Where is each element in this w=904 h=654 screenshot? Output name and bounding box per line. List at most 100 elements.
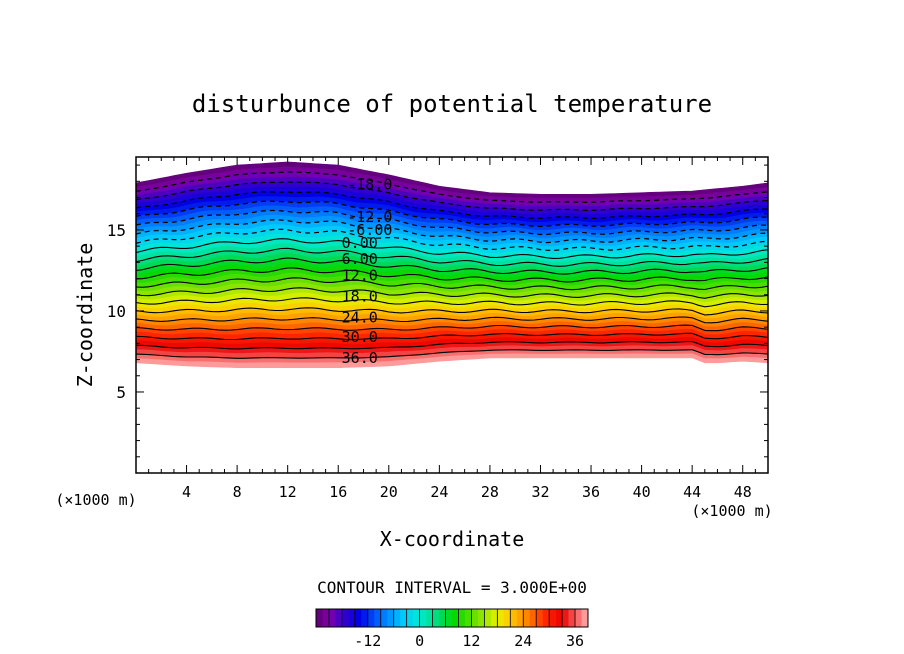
x-tick-label: 20 <box>380 483 398 501</box>
colorbar-segment <box>555 609 563 627</box>
contour-line <box>136 257 768 275</box>
colorbar-segment <box>471 609 479 627</box>
colorbar-segment <box>497 609 505 627</box>
contour-line <box>136 287 768 299</box>
contour-line <box>136 238 768 259</box>
colorbar-tick-label: 0 <box>415 632 424 650</box>
y-axis-label: Z-coordinate <box>73 243 97 388</box>
contour-line <box>136 297 768 308</box>
colorbar-segment <box>536 609 543 627</box>
x-axis-label: X-coordinate <box>380 527 525 551</box>
colorbar-tick-label: 12 <box>462 632 480 650</box>
colorbar-segment <box>393 609 401 627</box>
colorbar-segment <box>516 609 524 627</box>
colorbar-segment <box>374 609 382 627</box>
colorbar <box>315 608 589 628</box>
contour-label: 30.0 <box>342 328 378 346</box>
chart-title: disturbunce of potential temperature <box>192 90 712 118</box>
x-tick-label: 4 <box>182 483 191 501</box>
contour-label: 0.00 <box>342 234 378 252</box>
colorbar-segment <box>445 609 453 627</box>
colorbar-segment <box>335 609 343 627</box>
contour-line <box>136 267 768 283</box>
contour-label: -6.00 <box>347 221 392 239</box>
colorbar-segment <box>426 609 433 627</box>
colorbar-segment <box>568 609 576 627</box>
colorbar-segment <box>523 609 531 627</box>
contour-label: 12.0 <box>342 266 378 284</box>
colorbar-segment <box>529 609 537 627</box>
x-tick-labels: 4 8 12 16 20 24 28 32 36 40 44 48 <box>182 483 752 501</box>
colorbar-segment <box>510 609 518 627</box>
colorbar-segment <box>432 609 440 627</box>
axis-ticks <box>136 157 768 473</box>
colorbar-segment <box>549 609 556 627</box>
contour-line <box>136 209 768 236</box>
colorbar-segment <box>477 609 485 627</box>
colorbar-tick-label: -12 <box>354 632 381 650</box>
x-tick-label: 48 <box>734 483 752 501</box>
y-tick-labels: 5 10 15 <box>107 221 126 402</box>
contour-label: 6.00 <box>342 250 378 268</box>
colorbar-segment <box>328 609 336 627</box>
colorbar-segment <box>400 609 407 627</box>
y-unit-label: (×1000 m) <box>55 491 136 509</box>
contour-label: -12.0 <box>347 208 392 226</box>
colorbar-segment <box>458 609 466 627</box>
contour-label: -18.0 <box>347 176 392 194</box>
x-tick-label: 16 <box>329 483 347 501</box>
colorbar-segment <box>490 609 498 627</box>
y-tick-label: 10 <box>107 302 126 321</box>
contour-band <box>136 353 768 369</box>
contour-label: 36.0 <box>342 349 378 367</box>
contour-label: 18.0 <box>342 287 378 305</box>
contour-line <box>136 277 768 291</box>
colorbar-segment <box>406 609 414 627</box>
contour-line <box>136 316 768 324</box>
colorbar-segment <box>413 609 420 627</box>
colorbar-segment <box>380 609 388 627</box>
contour-line <box>136 171 768 203</box>
colorbar-segment <box>503 609 511 627</box>
contour-line <box>136 181 768 212</box>
colorbar-segment <box>464 609 472 627</box>
contour-line <box>136 200 768 228</box>
colorbar-segment <box>581 609 589 627</box>
colorbar-segment <box>439 609 446 627</box>
colorbar-segment <box>542 609 550 627</box>
contour-line <box>136 324 768 332</box>
colorbar-frame <box>315 608 589 628</box>
contour-bands <box>136 161 768 369</box>
colorbar-segment <box>316 609 323 627</box>
contour-line <box>136 228 768 252</box>
y-tick-label: 5 <box>116 383 126 402</box>
contour-line <box>136 219 768 244</box>
x-tick-label: 12 <box>279 483 297 501</box>
colorbar-segment <box>367 609 375 627</box>
x-tick-label: 24 <box>430 483 448 501</box>
colorbar-segment <box>452 609 459 627</box>
x-unit-label: (×1000 m) <box>691 502 772 520</box>
colorbar-tick-label: 24 <box>514 632 532 650</box>
x-tick-label: 8 <box>233 483 242 501</box>
colorbar-segment <box>419 609 427 627</box>
colorbar-tick-label: 36 <box>566 632 584 650</box>
colorbar-segment <box>341 609 349 627</box>
contour-line <box>136 349 768 359</box>
x-tick-label: 36 <box>582 483 600 501</box>
colorbar-segment <box>354 609 362 627</box>
contour-line <box>136 247 768 267</box>
contour-line <box>136 307 768 316</box>
x-tick-label: 40 <box>633 483 651 501</box>
colorbar-segment <box>361 609 369 627</box>
contour-line <box>136 340 768 350</box>
colorbar-segment <box>387 609 395 627</box>
y-tick-label: 15 <box>107 221 126 240</box>
x-tick-label: 32 <box>531 483 549 501</box>
contour-label: 24.0 <box>342 308 378 326</box>
colorbar-segment <box>322 609 330 627</box>
x-tick-label: 44 <box>683 483 701 501</box>
colorbar-segment <box>484 609 492 627</box>
